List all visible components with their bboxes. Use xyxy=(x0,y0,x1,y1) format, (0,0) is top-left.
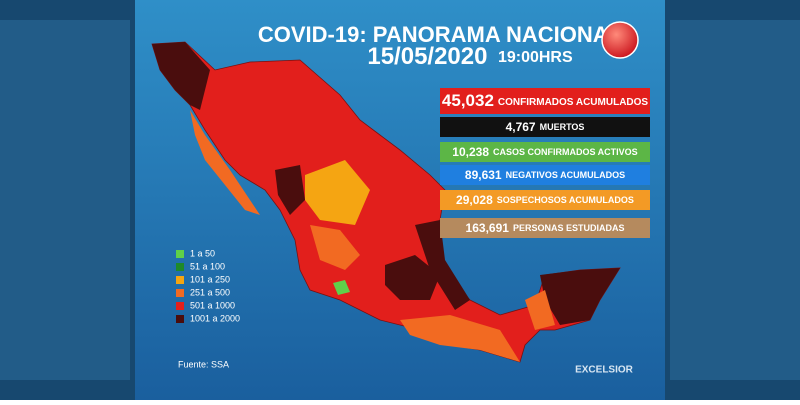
map xyxy=(151,41,621,363)
legend-label: 1 a 50 xyxy=(190,248,215,258)
region xyxy=(540,268,620,325)
stat-bar xyxy=(440,190,650,210)
legend: 1 a 50 51 a 100 101 a 250 251 a 500 501 a 10… xyxy=(176,248,240,323)
legend-swatch xyxy=(176,276,184,284)
stat-bar xyxy=(440,165,650,185)
title: COVID-19: PANORAMA NACIONAL xyxy=(258,22,622,47)
legend-swatch xyxy=(176,250,184,258)
stat-text: 89,631 NEGATIVOS ACUMULADOS xyxy=(465,168,625,182)
date: 15/05/2020 xyxy=(367,43,487,70)
legend-swatch xyxy=(176,302,184,310)
stat-label: NEGATIVOS ACUMULADOS xyxy=(506,170,626,180)
region xyxy=(310,225,360,270)
legend-label: 1001 a 2000 xyxy=(190,313,240,323)
region xyxy=(400,315,520,362)
stat-value: 45,032 xyxy=(442,91,494,110)
legend-swatch xyxy=(176,263,184,271)
mexico xyxy=(151,41,621,363)
globe-icon xyxy=(601,21,639,59)
blur-left xyxy=(0,20,130,380)
stat-text: 4,767 MUERTOS xyxy=(506,120,585,134)
stat-value: 4,767 xyxy=(506,120,536,134)
legend-swatch xyxy=(176,315,184,323)
stat-label: CONFIRMADOS ACUMULADOS xyxy=(498,97,649,108)
blur-right xyxy=(670,20,800,380)
stat-value: 10,238 xyxy=(452,145,489,159)
region xyxy=(525,290,555,330)
stat-text: 10,238 CASOS CONFIRMADOS ACTIVOS xyxy=(452,145,637,159)
legend-label: 101 a 250 xyxy=(190,274,230,284)
stat-value: 163,691 xyxy=(466,221,510,235)
source: Fuente: SSA xyxy=(178,359,229,369)
time: 19:00HRS xyxy=(498,49,573,66)
legend-label: 251 a 500 xyxy=(190,287,230,297)
stat-label: PERSONAS ESTUDIADAS xyxy=(513,223,625,233)
stat-text: 45,032 CONFIRMADOS ACUMULADOS xyxy=(442,91,649,110)
stat-bar xyxy=(440,218,650,238)
stat-text: 29,028 SOSPECHOSOS ACUMULADOS xyxy=(456,193,634,207)
legend-label: 501 a 1000 xyxy=(190,300,235,310)
stat-bar xyxy=(440,142,650,162)
legend-swatch xyxy=(176,289,184,297)
stat-value: 89,631 xyxy=(465,168,502,182)
peninsula xyxy=(190,110,260,215)
stat-label: SOSPECHOSOS ACUMULADOS xyxy=(497,195,634,205)
stat-bar xyxy=(440,88,650,114)
stat-value: 29,028 xyxy=(456,193,493,207)
region xyxy=(333,280,350,295)
stat-label: CASOS CONFIRMADOS ACTIVOS xyxy=(493,147,638,157)
region xyxy=(152,42,210,110)
brand: EXCELSIOR xyxy=(575,365,634,376)
stat-text: 163,691 PERSONAS ESTUDIADAS xyxy=(466,221,625,235)
stat-label: MUERTOS xyxy=(540,122,585,132)
region xyxy=(305,160,370,225)
region xyxy=(275,165,305,215)
region xyxy=(415,220,470,310)
stats: 45,032 CONFIRMADOS ACUMULADOS 4,767 MUERTOS… xyxy=(440,88,650,238)
stat-bar xyxy=(440,117,650,137)
date-line: 15/05/2020 19:00HRS xyxy=(367,43,573,70)
legend-label: 51 a 100 xyxy=(190,261,225,271)
region xyxy=(385,255,440,300)
